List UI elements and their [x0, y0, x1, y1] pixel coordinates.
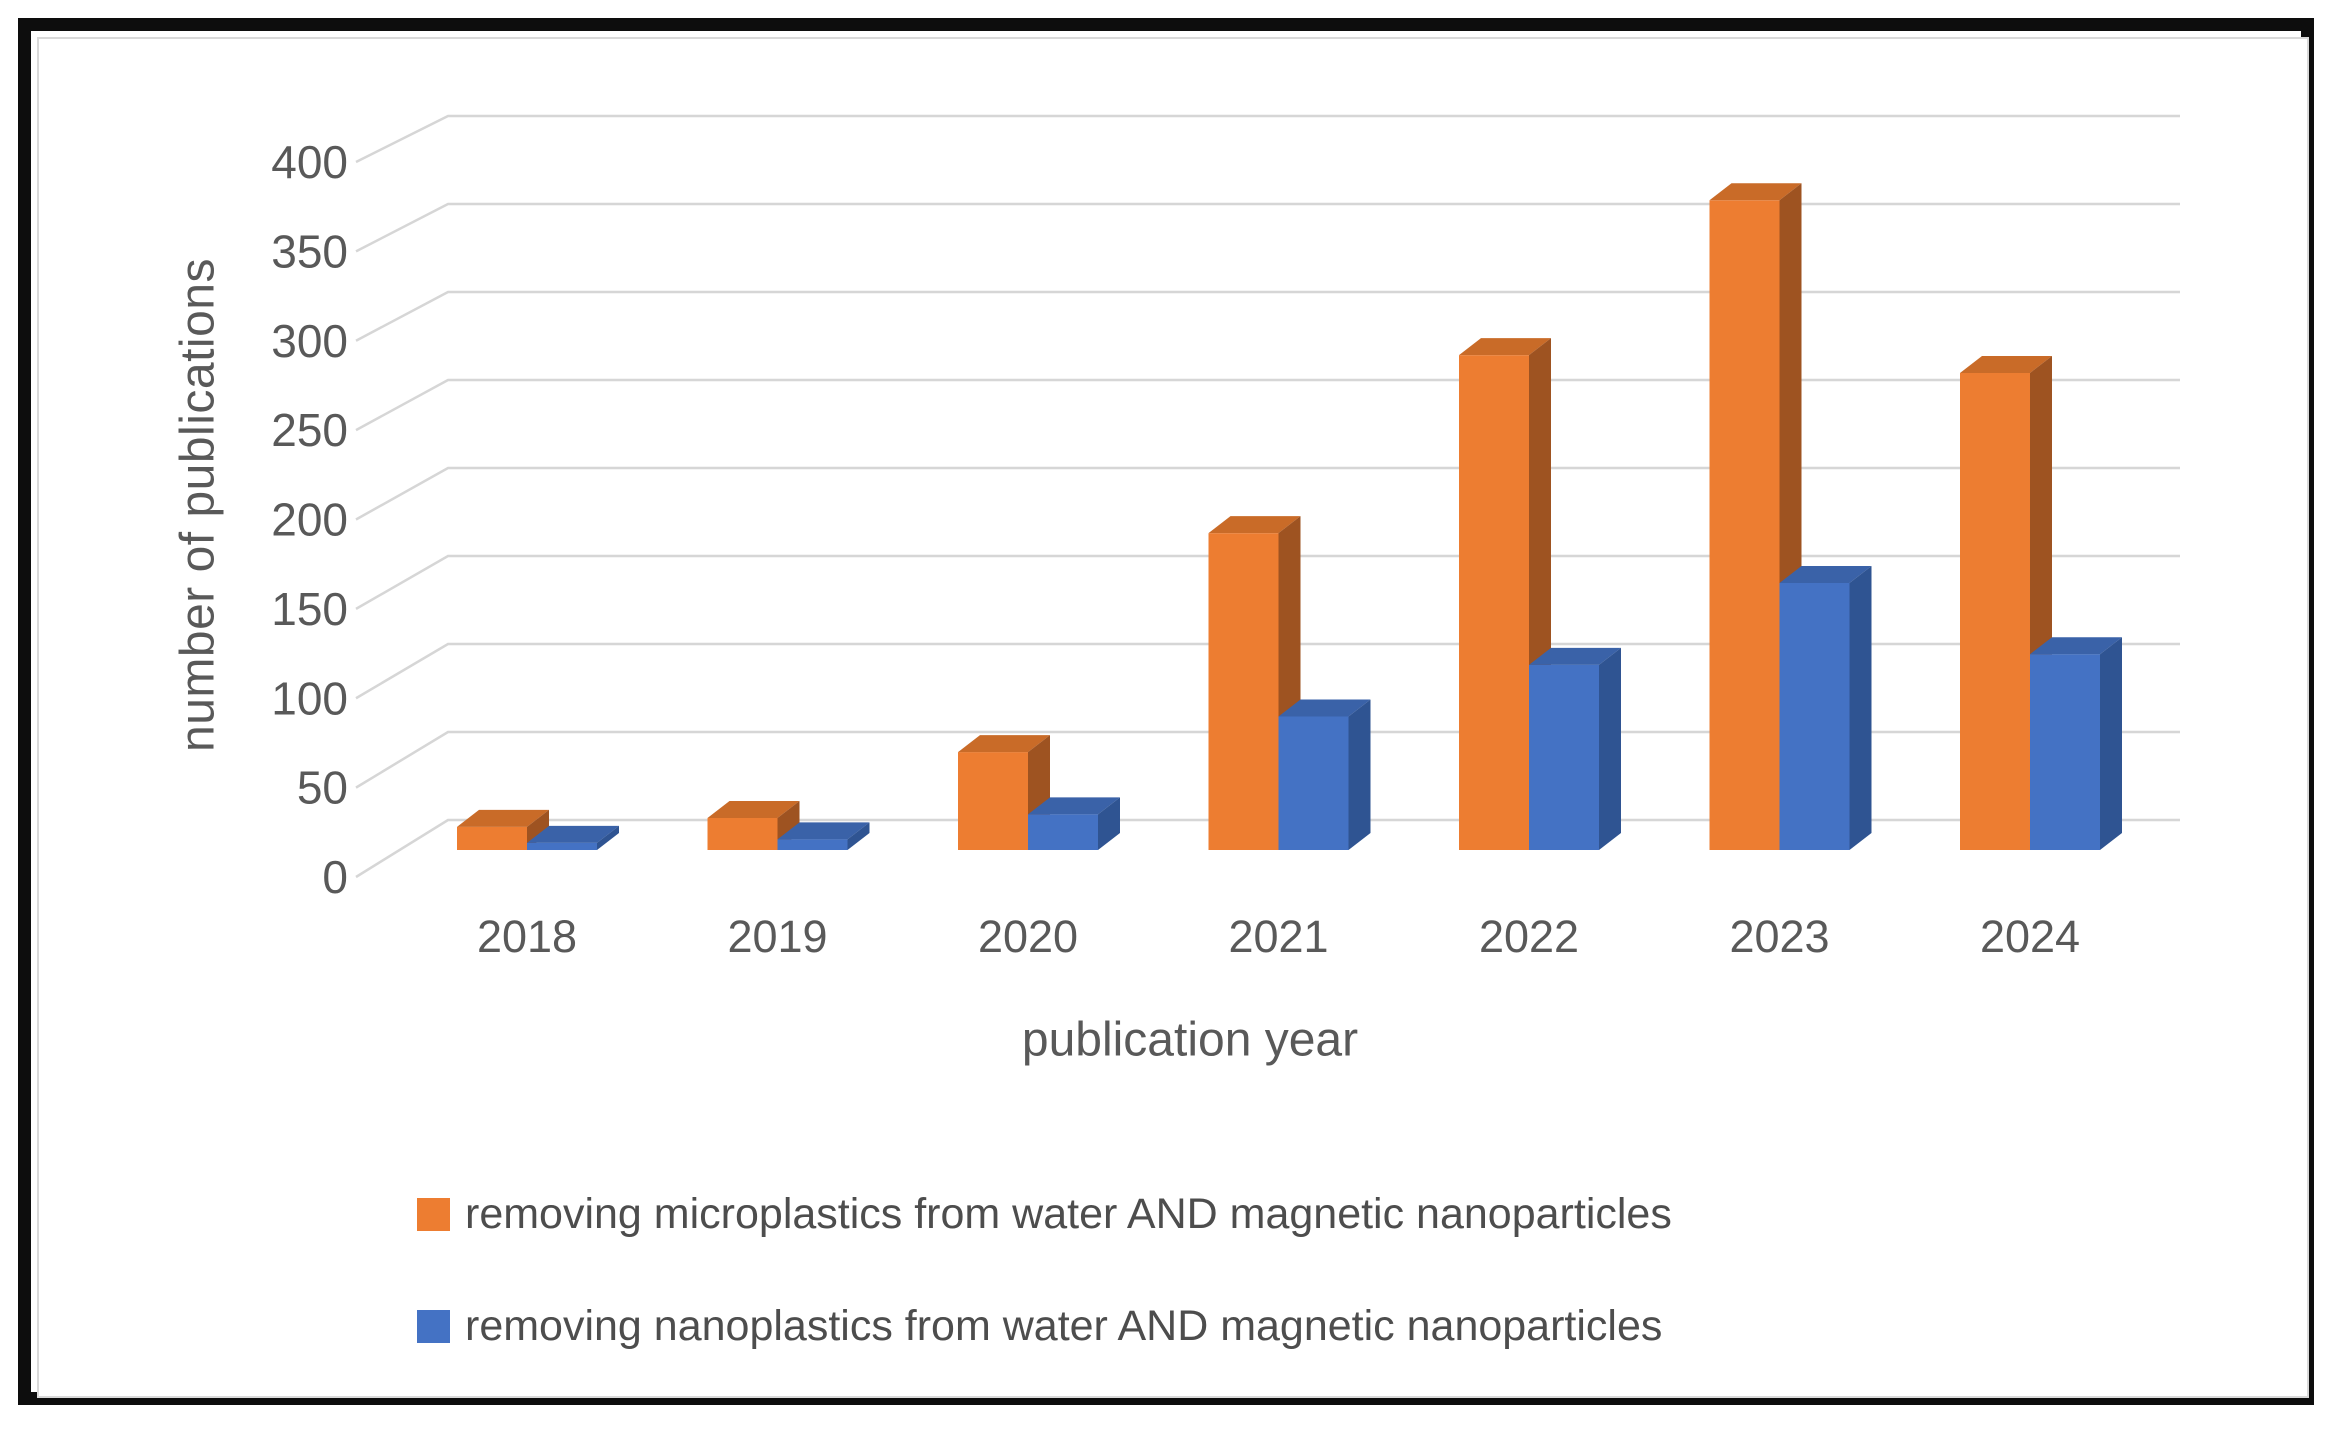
y-tick-label: 0: [322, 851, 348, 903]
gridline: [355, 202, 2180, 253]
bar-nanoplastics-2021-top: [1278, 699, 1371, 717]
legend: removing microplastics from water AND ma…: [417, 1190, 1672, 1351]
bar-nanoplastics-2020-top: [1028, 797, 1120, 815]
legend-label: removing nanoplastics from water AND mag…: [465, 1302, 1663, 1350]
legend-label: removing microplastics from water AND ma…: [465, 1190, 1672, 1238]
bar-microplastics-2023-front: [1709, 200, 1780, 851]
gridline: [355, 466, 2180, 521]
y-tick-label: 150: [271, 583, 348, 635]
bar-nanoplastics-2019-top: [777, 822, 870, 840]
bar-microplastics-2020-front: [958, 752, 1028, 850]
bar-nanoplastics-2019-front: [777, 839, 848, 850]
bar-nanoplastics-2021-side: [1348, 699, 1371, 850]
bar-microplastics-2021-top: [1208, 516, 1301, 534]
bar-nanoplastics-2022-side: [1599, 647, 1621, 850]
bar-microplastics-2024-top: [1960, 355, 2052, 373]
y-tick-label: 50: [297, 762, 348, 814]
bar-nanoplastics-2024-top: [2030, 637, 2122, 655]
x-tick-label: 2019: [727, 911, 827, 962]
bar-nanoplastics-2022-front: [1529, 664, 1599, 850]
chart-frame: [37, 37, 2309, 1398]
gridline: [355, 114, 2180, 164]
y-axis-title: number of publications: [171, 258, 225, 752]
x-tick-label: 2024: [1980, 911, 2080, 962]
legend-item-microplastics: removing microplastics from water AND ma…: [417, 1190, 1672, 1239]
bar-microplastics-2020-top: [958, 735, 1050, 753]
bar-nanoplastics-2024-front: [2030, 654, 2100, 850]
x-tick-label: 2018: [477, 911, 577, 962]
bar-nanoplastics-2020-side: [1098, 797, 1120, 850]
legend-item-nanoplastics: removing nanoplastics from water AND mag…: [417, 1302, 1672, 1351]
bar-nanoplastics-2021-front: [1278, 716, 1349, 850]
bar-nanoplastics-2018-top: [527, 825, 619, 843]
y-tick-label: 100: [271, 672, 348, 724]
y-tick-label: 400: [271, 136, 348, 188]
bar-nanoplastics-2018-side: [597, 825, 619, 850]
legend-swatch-blue-icon: [417, 1310, 450, 1343]
y-tick-label: 350: [271, 225, 348, 277]
bar-nanoplastics-2018-front: [527, 842, 597, 850]
x-tick-label: 2023: [1729, 911, 1829, 962]
bar-microplastics-2018-front: [457, 826, 527, 850]
bar-microplastics-2024-front: [1960, 372, 2030, 850]
x-tick-label: 2021: [1228, 911, 1328, 962]
bar-nanoplastics-2019-side: [847, 822, 870, 850]
bar-nanoplastics-2023-front: [1779, 583, 1850, 850]
bar-nanoplastics-2022-top: [1529, 647, 1621, 665]
x-tick-label: 2022: [1479, 911, 1579, 962]
y-tick-label: 200: [271, 494, 348, 546]
bar-nanoplastics-2024-side: [2100, 637, 2122, 850]
x-axis-title: publication year: [1021, 1013, 1359, 1067]
bar-microplastics-2023-top: [1709, 183, 1802, 201]
gridline: [355, 378, 2180, 432]
bar-microplastics-2022-front: [1459, 355, 1529, 850]
bar-microplastics-2021-front: [1208, 533, 1279, 850]
bar-nanoplastics-2023-side: [1849, 566, 1872, 850]
bar-nanoplastics-2020-front: [1028, 814, 1098, 850]
legend-swatch-orange-icon: [417, 1198, 450, 1231]
bar-microplastics-2022-top: [1459, 338, 1551, 356]
y-tick-label: 250: [271, 404, 348, 456]
y-tick-label: 300: [271, 315, 348, 367]
gridline: [355, 642, 2180, 700]
bar-microplastics-2018-top: [457, 809, 549, 827]
bar-microplastics-2019-front: [707, 817, 778, 850]
bar-microplastics-2019-top: [707, 800, 800, 818]
gridline: [355, 554, 2180, 610]
gridline: [355, 290, 2180, 342]
bar-nanoplastics-2023-top: [1779, 566, 1872, 583]
x-tick-label: 2020: [978, 911, 1078, 962]
